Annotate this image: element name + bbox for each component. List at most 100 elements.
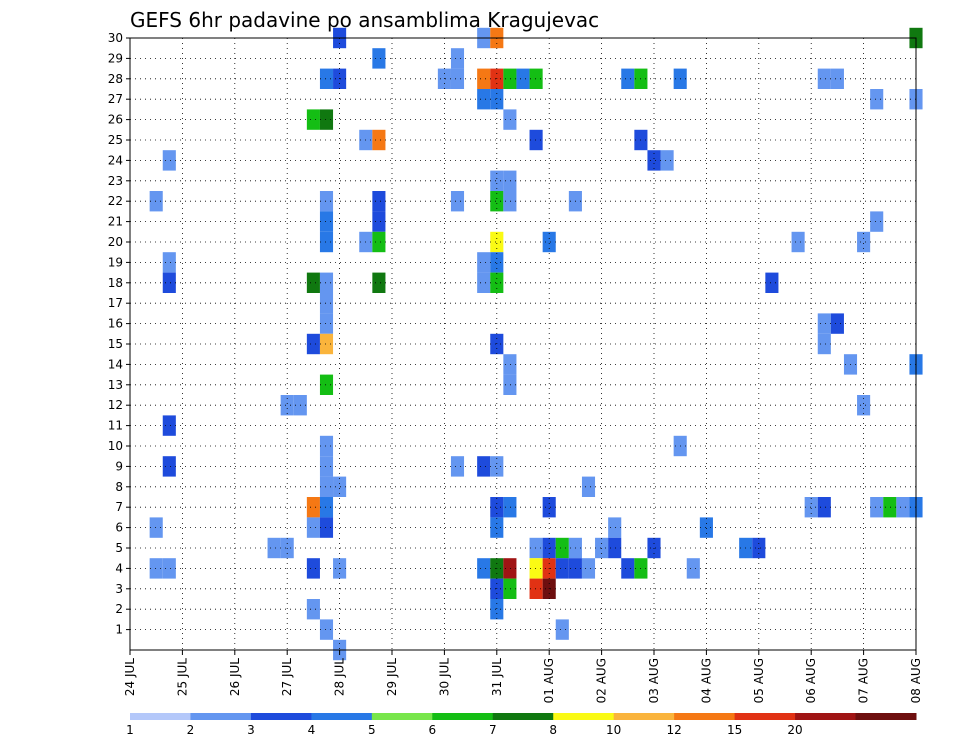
heatmap-cell xyxy=(516,68,530,89)
heatmap-cell xyxy=(162,558,176,579)
colorbar-swatch xyxy=(371,713,433,720)
y-tick-label: 17 xyxy=(108,296,123,310)
heatmap-cell xyxy=(817,313,831,334)
x-tick-label: 03 AUG xyxy=(647,658,661,703)
heatmap-cell xyxy=(319,211,334,232)
heatmap-cell xyxy=(529,558,543,579)
y-tick-label: 4 xyxy=(115,561,123,575)
heatmap-cell xyxy=(817,497,831,518)
heatmap-cell xyxy=(699,517,713,538)
heatmap-cell xyxy=(647,150,661,171)
heatmap-cell xyxy=(490,497,504,518)
heatmap-cell xyxy=(450,191,465,212)
heatmap-cell xyxy=(319,374,334,395)
heatmap-cell xyxy=(450,456,465,477)
colorbar-swatch xyxy=(311,713,373,720)
heatmap-cell xyxy=(621,68,635,89)
heatmap-cell xyxy=(581,476,596,497)
heatmap-cell xyxy=(372,272,386,293)
heatmap-cell xyxy=(372,191,386,212)
heatmap-cell xyxy=(529,537,543,559)
y-tick-label: 3 xyxy=(115,582,123,596)
heatmap-cell xyxy=(450,48,465,69)
x-tick-label: 01 AUG xyxy=(542,658,556,703)
y-tick-label: 8 xyxy=(115,480,123,494)
colorbar-swatch xyxy=(130,713,191,720)
x-tick-label: 30 JUL xyxy=(437,658,451,696)
heatmap-cell xyxy=(765,272,779,293)
heatmap-cell xyxy=(581,558,596,579)
heatmap-cell xyxy=(529,68,543,89)
heatmap-cell xyxy=(870,211,884,232)
x-axis: 24 JUL 25 JUL 26 JUL 27 JUL 28 JUL 29 JUL 30 J… xyxy=(123,650,923,703)
heatmap-cell xyxy=(319,109,334,130)
heatmap-cell xyxy=(319,476,334,497)
x-tick-label: 02 AUG xyxy=(595,658,609,703)
heatmap-cell xyxy=(372,48,386,69)
heatmap-cell xyxy=(319,272,334,293)
y-tick-label: 15 xyxy=(108,337,123,351)
heatmap-cell xyxy=(280,395,294,416)
heatmap-cell xyxy=(319,313,334,334)
heatmap-cell xyxy=(490,231,504,253)
y-tick-label: 30 xyxy=(108,31,123,45)
heatmap-cell xyxy=(162,415,176,436)
x-tick-label: 31 JUL xyxy=(490,658,504,696)
heatmap-cell xyxy=(817,68,831,89)
heatmap-cell xyxy=(162,456,176,477)
colorbar-swatch xyxy=(734,713,796,720)
x-tick-label: 24 JUL xyxy=(123,658,137,696)
heatmap-cell xyxy=(477,68,491,89)
x-tick-label: 26 JUL xyxy=(228,658,242,696)
heatmap-cell xyxy=(450,68,465,89)
y-tick-label: 11 xyxy=(108,419,123,433)
heatmap-cell xyxy=(608,537,622,559)
colorbar-swatch xyxy=(553,713,615,720)
y-tick-label: 23 xyxy=(108,174,123,188)
colorbar-label: 5 xyxy=(368,723,376,737)
colorbar-label: 4 xyxy=(308,723,316,737)
heatmap-cell xyxy=(333,476,347,497)
heatmap-cell xyxy=(883,497,897,518)
heatmap-cell xyxy=(372,231,386,253)
x-tick-label: 28 JUL xyxy=(333,658,347,696)
heatmap-cell xyxy=(306,558,320,579)
heatmap-cell xyxy=(319,191,334,212)
colorbar-label: 6 xyxy=(428,723,436,737)
heatmap-cell xyxy=(319,619,334,640)
y-tick-label: 29 xyxy=(108,51,123,65)
x-tick-label: 29 JUL xyxy=(385,658,399,696)
x-tick-label: 08 AUG xyxy=(909,658,923,703)
y-tick-label: 7 xyxy=(115,500,123,514)
heatmap-cell xyxy=(503,558,517,579)
heatmap-cell xyxy=(490,89,504,110)
x-tick-label: 25 JUL xyxy=(175,658,189,696)
heatmap-cell xyxy=(149,191,163,212)
heatmap-cell xyxy=(621,558,635,579)
heatmap-cell xyxy=(319,497,334,518)
heatmap-cell xyxy=(503,109,517,130)
heatmap-cell xyxy=(555,619,569,640)
heatmap-cell xyxy=(490,272,504,293)
colorbar-swatch xyxy=(613,713,675,720)
x-tick-label: 04 AUG xyxy=(699,658,713,703)
heatmap-cell xyxy=(503,191,517,212)
heatmap-cells xyxy=(149,27,923,661)
y-tick-label: 25 xyxy=(108,133,123,147)
heatmap-cell xyxy=(608,517,622,538)
heatmap-cell xyxy=(857,231,871,253)
heatmap-cell xyxy=(555,558,569,579)
colorbar-label: 20 xyxy=(787,723,802,737)
heatmap-cell xyxy=(490,191,504,212)
heatmap-cell xyxy=(804,497,818,518)
y-tick-label: 14 xyxy=(108,357,123,371)
y-tick-label: 12 xyxy=(108,398,123,412)
colorbar-label: 10 xyxy=(606,723,621,737)
heatmap-cell xyxy=(306,333,320,355)
heatmap-cell xyxy=(817,333,831,355)
heatmap-cell xyxy=(503,68,517,89)
y-tick-label: 24 xyxy=(108,153,123,167)
heatmap-cell xyxy=(490,456,504,477)
y-tick-label: 21 xyxy=(108,215,123,229)
heatmap-cell xyxy=(660,150,674,171)
